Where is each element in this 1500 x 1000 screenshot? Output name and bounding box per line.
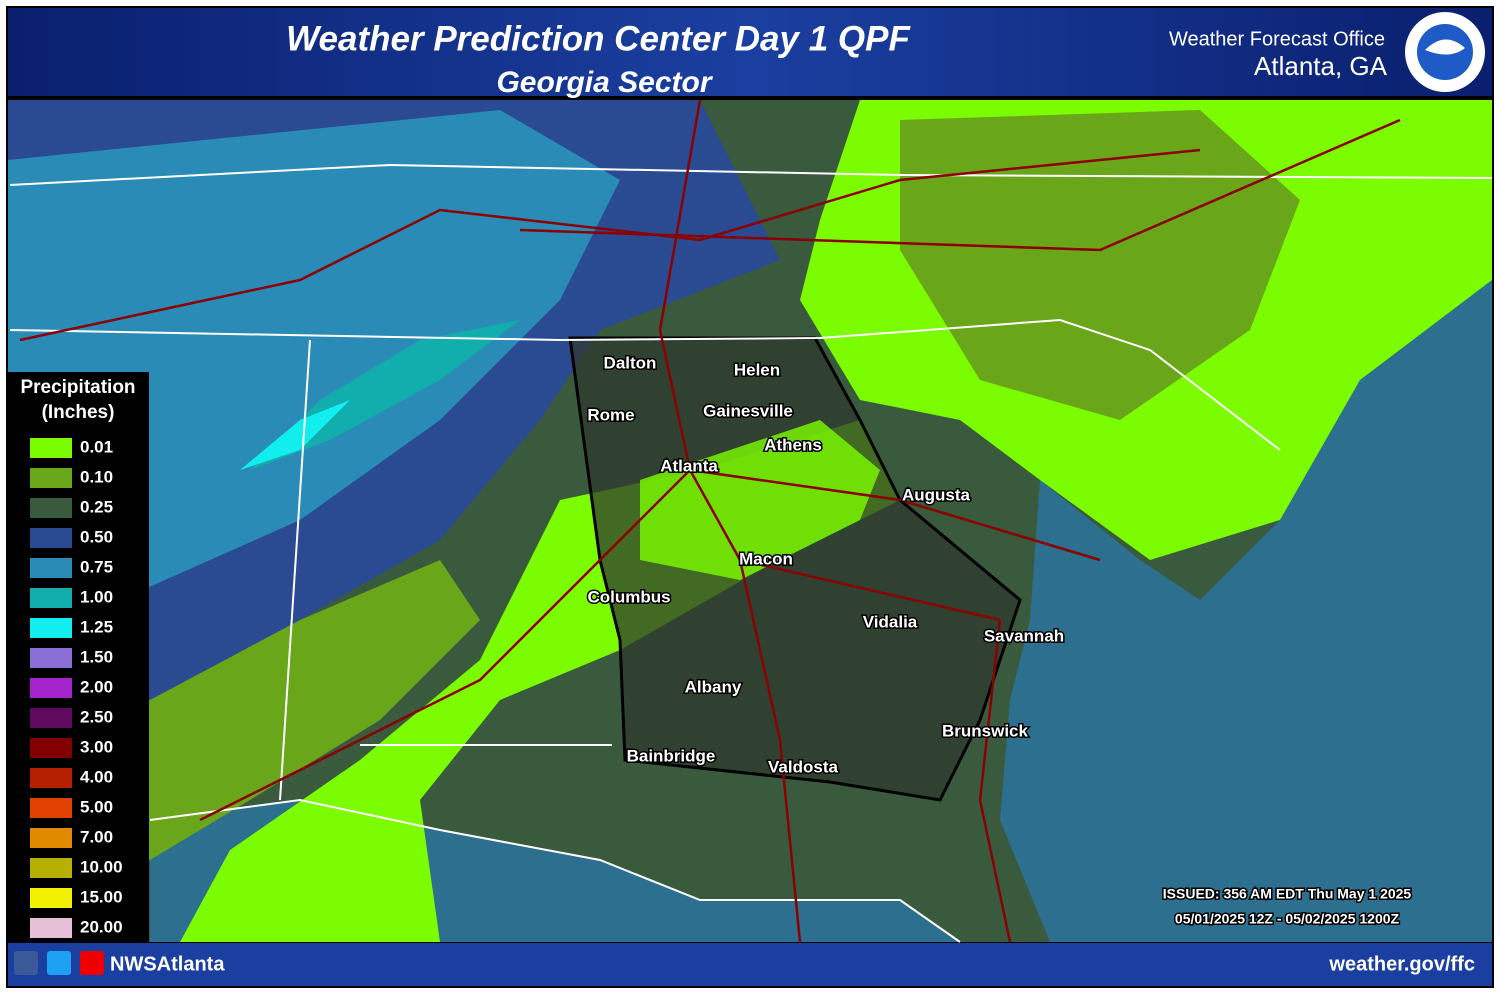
- qpf-075: [8, 110, 620, 600]
- city-label: Dalton: [604, 353, 657, 372]
- legend-label: 2.50: [80, 707, 113, 726]
- qpf-125: [240, 400, 350, 470]
- legend-label: 0.10: [80, 467, 113, 486]
- legend-swatch: [30, 588, 72, 608]
- legend-label: 1.25: [80, 617, 113, 636]
- georgia: [568, 336, 1022, 802]
- legend-label: 2.00: [80, 677, 113, 696]
- legend-label: 1.50: [80, 647, 113, 666]
- issued-time: ISSUED: 356 AM EDT Thu May 1 2025: [1163, 886, 1412, 902]
- legend-label: 1.00: [80, 587, 113, 606]
- city-label: Rome: [587, 405, 634, 424]
- ocean: [1000, 280, 1492, 942]
- legend-swatch: [30, 738, 72, 758]
- legend-swatch: [30, 648, 72, 668]
- city-label: Savannah: [984, 626, 1064, 645]
- city-label: Helen: [734, 360, 780, 379]
- title: Weather Prediction Center Day 1 QPF: [286, 19, 911, 58]
- subtitle: Georgia Sector: [496, 66, 713, 99]
- legend-label: 7.00: [80, 827, 113, 846]
- valid-period: 05/01/2025 12Z - 05/02/2025 1200Z: [1175, 911, 1400, 927]
- youtube-icon[interactable]: [80, 951, 104, 975]
- city-label: Macon: [739, 549, 793, 568]
- state-borders: [9, 163, 1493, 943]
- legend-label: 4.00: [80, 767, 113, 786]
- city-label: Augusta: [902, 485, 971, 504]
- city-label: Valdosta: [768, 757, 838, 776]
- qpf-010-ne: [900, 110, 1300, 420]
- city-label: Gainesville: [703, 401, 793, 420]
- twitter-icon[interactable]: [47, 951, 71, 975]
- city-label: Brunswick: [942, 721, 1029, 740]
- legend-label: 0.75: [80, 557, 113, 576]
- office-location: Atlanta, GA: [1254, 51, 1388, 81]
- city-label: Albany: [685, 677, 742, 696]
- legend-swatch: [30, 768, 72, 788]
- legend-swatch: [30, 798, 72, 818]
- legend-label: 3.00: [80, 737, 113, 756]
- city-label: Bainbridge: [627, 746, 716, 765]
- legend-swatch: [30, 618, 72, 638]
- interstates: [19, 99, 1401, 943]
- legend-swatch: [30, 888, 72, 908]
- map: Dalton Helen Rome Gainesville Athens Atl…: [8, 99, 1493, 943]
- city-label: Columbus: [587, 587, 670, 606]
- legend-title: Precipitation: [20, 377, 135, 398]
- city-label: Athens: [764, 435, 822, 454]
- city-label: Vidalia: [863, 612, 918, 631]
- legend-swatch: [30, 498, 72, 518]
- legend-swatch: [30, 918, 72, 938]
- qpf-001-ga: [640, 420, 880, 580]
- city-label: Atlanta: [660, 456, 718, 475]
- legend-swatch: [30, 858, 72, 878]
- legend-label: 20.00: [80, 917, 123, 936]
- office-name: Weather Forecast Office: [1169, 28, 1385, 50]
- legend-label: 0.50: [80, 527, 113, 546]
- facebook-icon[interactable]: [14, 951, 38, 975]
- legend-label: 10.00: [80, 857, 123, 876]
- legend-swatch: [30, 708, 72, 728]
- legend-swatch: [30, 528, 72, 548]
- header: [8, 8, 1492, 96]
- legend-swatch: [30, 828, 72, 848]
- footer: [8, 943, 1492, 986]
- nws-logo: [1405, 12, 1485, 92]
- legend-swatch: [30, 678, 72, 698]
- legend-bg: [8, 372, 149, 942]
- legend-label: 5.00: [80, 797, 113, 816]
- legend: Precipitation (Inches) 0.01 0.10 0.25 0.50 0…: [8, 372, 149, 942]
- legend-units: (Inches): [42, 402, 115, 423]
- legend-label: 0.25: [80, 497, 113, 516]
- legend-swatch: [30, 468, 72, 488]
- social-handle[interactable]: NWSAtlanta: [110, 953, 225, 975]
- website-url[interactable]: weather.gov/ffc: [1328, 953, 1475, 975]
- legend-swatch: [30, 438, 72, 458]
- legend-swatch: [30, 558, 72, 578]
- legend-label: 0.01: [80, 437, 113, 456]
- legend-label: 15.00: [80, 887, 123, 906]
